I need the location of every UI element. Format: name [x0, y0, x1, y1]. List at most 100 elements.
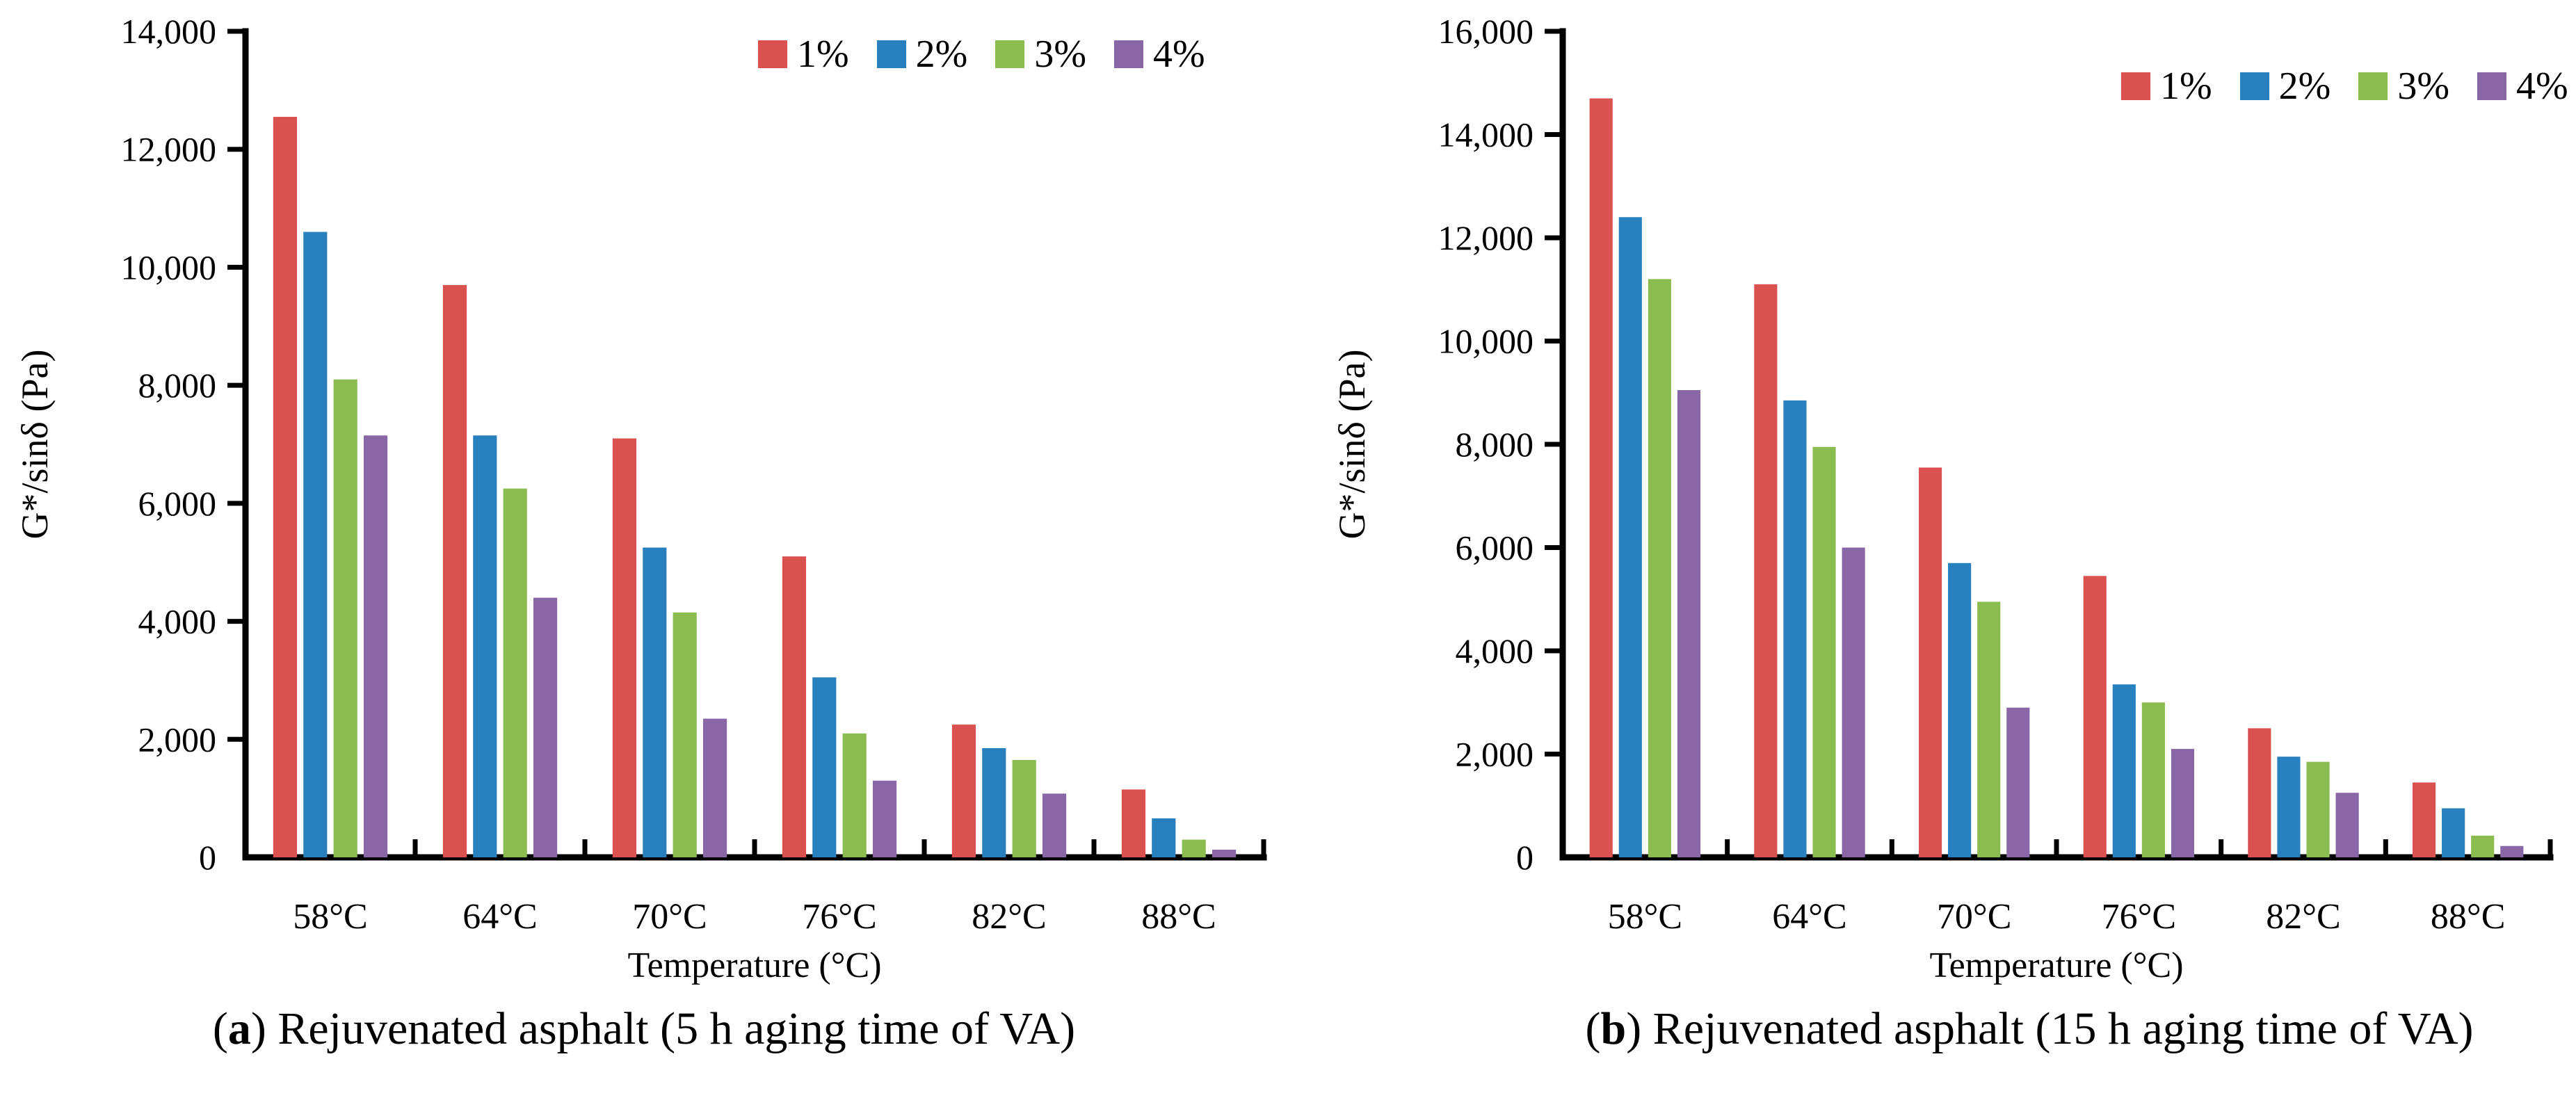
x-axis-title: Temperature (°C) [1929, 946, 2183, 985]
bar-4%-88°C [2500, 846, 2524, 857]
y-tick-label: 0 [199, 838, 216, 877]
bar-1%-58°C [273, 117, 298, 858]
y-tick-label: 2,000 [138, 720, 217, 759]
legend-item-4%: 4% [2477, 67, 2568, 106]
bar-2%-76°C [2112, 684, 2136, 857]
bar-1%-88°C [2412, 782, 2436, 857]
y-tick-label: 12,000 [1438, 218, 1534, 257]
legend-swatch-4% [1113, 40, 1143, 68]
legend-swatch-3% [2358, 72, 2388, 100]
y-tick-label: 16,000 [1438, 12, 1534, 51]
bar-2%-64°C [1783, 400, 1807, 857]
y-tick-label: 4,000 [138, 602, 217, 641]
legend-item-1%: 1% [758, 35, 849, 74]
caption-a: (a) Rejuvenated asphalt (5 h aging time … [0, 1001, 1288, 1056]
bar-3%-88°C [2471, 835, 2495, 857]
bar-3%-58°C [333, 379, 357, 857]
bar-3%-76°C [842, 733, 867, 857]
bar-4%-58°C [1677, 390, 1701, 857]
x-tick-label: 76°C [802, 897, 876, 937]
y-tick-label: 12,000 [121, 130, 217, 169]
bar-1%-76°C [782, 556, 807, 857]
x-tick-label: 76°C [2102, 897, 2176, 937]
bar-1%-88°C [1121, 789, 1146, 857]
legend-swatch-1% [2121, 72, 2150, 100]
bar-3%-88°C [1182, 839, 1206, 857]
bar-3%-82°C [2306, 761, 2330, 857]
y-tick-label: 14,000 [1438, 115, 1534, 154]
y-tick-label: 8,000 [138, 366, 217, 405]
bar-1%-70°C [1918, 467, 1942, 857]
legend-item-2%: 2% [876, 33, 968, 76]
bar-3%-58°C [1648, 279, 1671, 857]
legend-item-2%: 2% [2239, 67, 2331, 106]
bar-4%-64°C [1842, 547, 1865, 857]
caption-a-body: Rejuvenated asphalt (5 h aging time of V… [266, 1003, 1076, 1054]
bar-2%-82°C [2277, 757, 2301, 857]
caption-b-close: ) [1626, 1003, 1642, 1054]
bar-chart-a: 0 2,000 4,000 6,000 8,000 10,000 12,000 14,000 5… [14, 12, 1267, 985]
bar-1%-82°C [2248, 728, 2271, 857]
bar-4%-70°C [2006, 707, 2030, 857]
legend-swatch-1% [758, 40, 787, 68]
legend-item-1%: 1% [2121, 67, 2212, 106]
bar-1%-76°C [2083, 576, 2107, 857]
x-tick-label: 64°C [1772, 897, 1846, 937]
y-axis-title: G*/sinδ (Pa) [1331, 350, 1373, 540]
legend-label-1%: 1% [2160, 65, 2212, 108]
y-tick-label: 4,000 [1456, 631, 1534, 670]
y-tick-label: 10,000 [1438, 322, 1534, 361]
bar-3%-76°C [2141, 702, 2165, 857]
caption-a-open: ( [212, 1003, 228, 1054]
legend-swatch-2% [2239, 72, 2269, 100]
caption-b-open: ( [1585, 1003, 1601, 1054]
caption-b-body: Rejuvenated asphalt (15 h aging time of … [1641, 1003, 2474, 1054]
x-tick-label: 58°C [1608, 897, 1682, 937]
chart-panel-a: 0 2,000 4,000 6,000 8,000 10,000 12,000 14,000 5… [0, 12, 1288, 1056]
legend-item-3%: 3% [995, 35, 1086, 74]
bar-1%-70°C [612, 438, 637, 857]
x-tick-label: 70°C [1937, 897, 2011, 937]
x-tick-label: 88°C [1141, 897, 1216, 937]
legend-item-3%: 3% [2358, 67, 2449, 106]
bar-2%-58°C [1618, 217, 1642, 857]
legend-swatch-2% [876, 40, 906, 68]
bar-1%-64°C [442, 284, 467, 857]
y-tick-label: 0 [1516, 838, 1533, 877]
bar-2%-76°C [812, 677, 837, 857]
bar-4%-82°C [1042, 793, 1067, 857]
bar-1%-58°C [1589, 98, 1613, 857]
legend-label-3%: 3% [1034, 33, 1086, 76]
bar-2%-88°C [2442, 808, 2465, 857]
bar-3%-64°C [503, 488, 527, 857]
legend-a: 1% 2% 3% 4% [758, 35, 1205, 74]
y-axis-title: G*/sinδ (Pa) [14, 350, 56, 540]
y-tick-label: 8,000 [1456, 425, 1534, 464]
bar-2%-58°C [303, 232, 328, 857]
caption-a-letter: a [227, 1003, 251, 1054]
bar-4%-88°C [1211, 849, 1237, 857]
y-tick-label: 2,000 [1456, 735, 1534, 774]
x-axis-title: Temperature (°C) [627, 946, 881, 985]
bar-1%-82°C [951, 725, 976, 857]
legend-label-2%: 2% [915, 33, 968, 76]
bar-4%-82°C [2335, 793, 2359, 857]
bar-4%-70°C [702, 718, 727, 857]
bar-2%-70°C [1948, 563, 1972, 857]
legend-label-3%: 3% [2397, 65, 2449, 108]
bar-4%-64°C [533, 597, 558, 857]
bar-3%-70°C [1977, 601, 2001, 857]
y-tick-label: 14,000 [121, 12, 217, 51]
bar-3%-64°C [1812, 446, 1836, 857]
caption-b: (b) Rejuvenated asphalt (15 h aging time… [1385, 1001, 2576, 1056]
x-tick-label: 88°C [2431, 897, 2505, 937]
bar-2%-88°C [1152, 818, 1176, 857]
y-tick-label: 6,000 [138, 484, 217, 523]
bar-4%-76°C [2171, 749, 2195, 857]
x-tick-label: 82°C [972, 897, 1046, 937]
legend-swatch-4% [2477, 72, 2506, 100]
legend-label-4%: 4% [1152, 33, 1205, 76]
bar-1%-64°C [1754, 284, 1778, 857]
legend-label-4%: 4% [2515, 65, 2568, 108]
legend-b: 1% 2% 3% 4% [2121, 67, 2568, 106]
